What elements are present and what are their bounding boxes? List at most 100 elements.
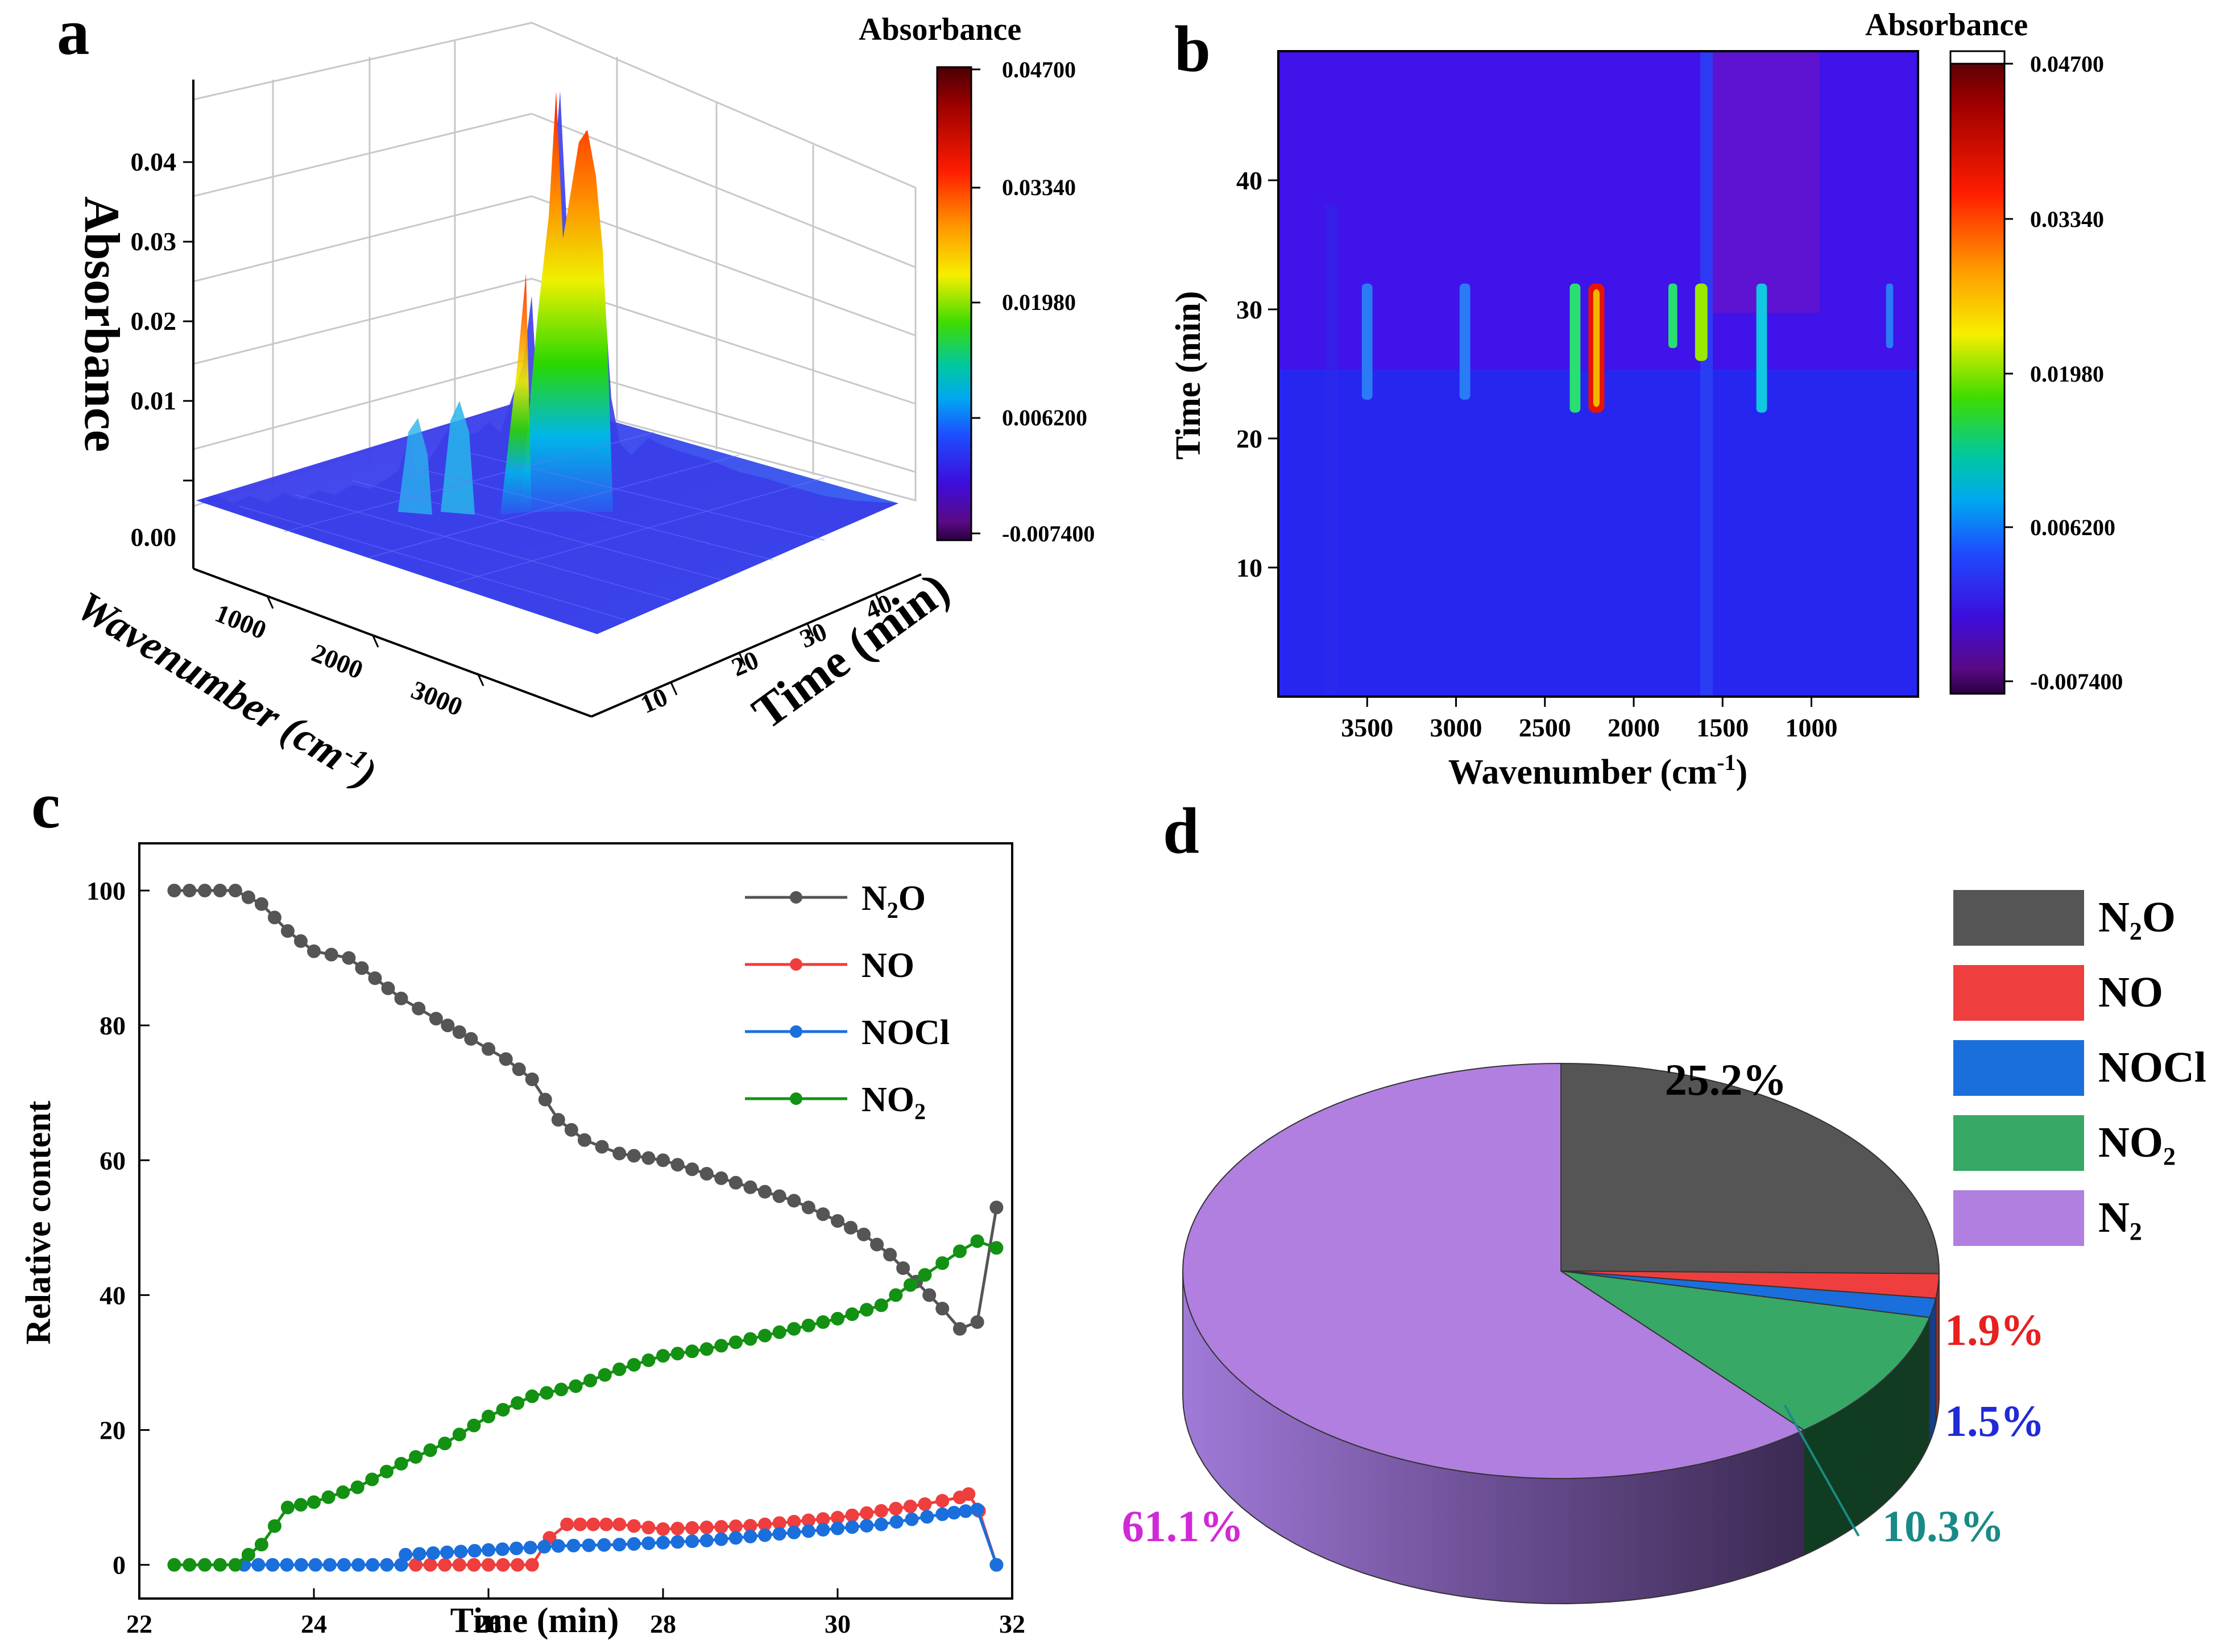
d-value-label: 10.3% [1882, 1501, 2004, 1551]
c-legend-marker [790, 958, 802, 971]
c-data-point [758, 1185, 772, 1199]
c-data-point [641, 1353, 656, 1368]
c-series [167, 884, 1004, 1572]
b-band [1361, 283, 1373, 400]
c-data-point [970, 1315, 984, 1329]
legend-label: N2O [862, 879, 926, 923]
a-x-tick: 3000 [407, 675, 466, 722]
c-data-point [627, 1357, 641, 1372]
c-legend-marker [790, 891, 802, 904]
b-x-ticks: 3500 3000 2500 2000 1500 1000 [1341, 697, 1838, 742]
c-data-point [566, 1538, 581, 1552]
b-band [1459, 283, 1471, 400]
d-legend-swatch [1953, 1040, 2084, 1096]
b-colorbar-tick: 0.04700 [2030, 51, 2104, 77]
a-z-tick: 0.01 [131, 386, 177, 415]
c-data-point [959, 1504, 973, 1518]
c-data-point [922, 1288, 937, 1302]
c-data-point [423, 1558, 437, 1572]
legend-label: N2O [2098, 893, 2176, 945]
c-data-point [952, 1244, 967, 1258]
c-data-point [438, 1558, 452, 1572]
c-data-point [409, 1450, 423, 1464]
c-y-axis-title: Relative content [19, 1100, 58, 1344]
c-data-point [670, 1347, 685, 1361]
d-slice [1182, 1062, 1805, 1479]
c-data-point [656, 1535, 670, 1550]
c-data-point [989, 1558, 1004, 1572]
c-data-point [947, 1506, 961, 1520]
d-legend-swatch [1953, 890, 2084, 946]
panel-b: b 3500 3000 2500 2000 1500 1000 10 20 30 40 Wave… [1169, 7, 2123, 792]
c-data-point [699, 1167, 714, 1181]
c-data-point [714, 1519, 728, 1534]
c-data-point [918, 1497, 932, 1511]
d-slice [1560, 1270, 1931, 1431]
panel-b-colorbar: Absorbance 0.04700 0.03340 0.01980 0.006… [1865, 7, 2123, 695]
c-data-point [394, 991, 408, 1005]
c-data-point [801, 1318, 815, 1332]
c-y-tick-label: 100 [86, 876, 126, 905]
c-data-point [627, 1149, 641, 1163]
c-data-point [816, 1315, 830, 1329]
c-data-point [438, 1436, 452, 1451]
c-data-point [583, 1373, 598, 1388]
b-band [1886, 283, 1894, 349]
c-data-point [355, 961, 369, 975]
c-data-point [612, 1517, 627, 1531]
c-data-point [801, 1200, 815, 1215]
c-data-point [656, 1153, 670, 1167]
c-data-point [441, 1018, 455, 1033]
c-data-point [183, 884, 197, 897]
d-legend-swatch [1953, 1115, 2084, 1171]
c-data-point [512, 1062, 526, 1077]
b-y-tick-label: 30 [1236, 295, 1262, 324]
c-data-point [612, 1538, 627, 1552]
c-data-point [989, 1241, 1004, 1255]
c-data-point [903, 1278, 917, 1292]
c-data-point [728, 1335, 743, 1349]
c-data-point [595, 1140, 609, 1154]
c-data-point [454, 1545, 468, 1559]
c-x-tick-label: 24 [301, 1609, 327, 1638]
a-colorbar-tick: -0.007400 [1002, 521, 1095, 546]
c-data-point [845, 1508, 859, 1522]
c-data-point [495, 1542, 510, 1556]
b-colorbar-tick: 0.01980 [2030, 361, 2104, 387]
c-data-point [743, 1529, 757, 1543]
c-data-point [381, 981, 395, 995]
c-data-point [464, 1032, 478, 1046]
c-data-point [482, 1558, 495, 1572]
c-data-point [525, 1558, 539, 1572]
c-data-point [857, 1227, 871, 1241]
c-legend: N2O NO NOCl NO2 [745, 879, 950, 1124]
c-data-point [656, 1522, 670, 1536]
c-data-point [293, 934, 308, 948]
c-data-point [380, 1558, 394, 1572]
c-data-point [538, 1092, 552, 1107]
c-data-point [496, 1558, 510, 1572]
c-data-point [582, 1538, 596, 1552]
c-data-point [452, 1427, 466, 1442]
c-data-point [699, 1534, 714, 1548]
c-y-tick-label: 40 [100, 1281, 126, 1310]
c-data-point [758, 1528, 772, 1542]
c-data-point [336, 1485, 350, 1500]
c-data-point [935, 1507, 950, 1521]
panel-label-d: d [1163, 795, 1199, 867]
c-data-point [641, 1151, 656, 1165]
b-colorbar-tick: 0.006200 [2030, 515, 2115, 540]
c-data-point [482, 1042, 495, 1056]
c-data-point [280, 1558, 294, 1572]
c-data-point [728, 1519, 743, 1533]
c-data-point [935, 1302, 950, 1316]
c-data-point [743, 1180, 757, 1194]
b-x-tick-label: 3500 [1341, 713, 1393, 742]
c-data-point [903, 1499, 917, 1513]
c-data-point [241, 1547, 255, 1562]
c-data-point [577, 1133, 591, 1147]
a-z-tick: 0.00 [131, 523, 177, 552]
panel-a-z-tick-labels: 0.04 0.03 0.02 0.01 0.00 [131, 147, 177, 552]
c-data-point [322, 1558, 337, 1572]
